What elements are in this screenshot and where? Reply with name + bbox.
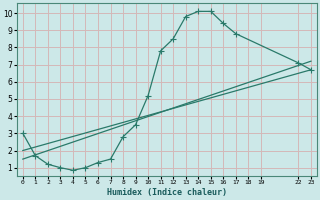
X-axis label: Humidex (Indice chaleur): Humidex (Indice chaleur) bbox=[107, 188, 227, 197]
